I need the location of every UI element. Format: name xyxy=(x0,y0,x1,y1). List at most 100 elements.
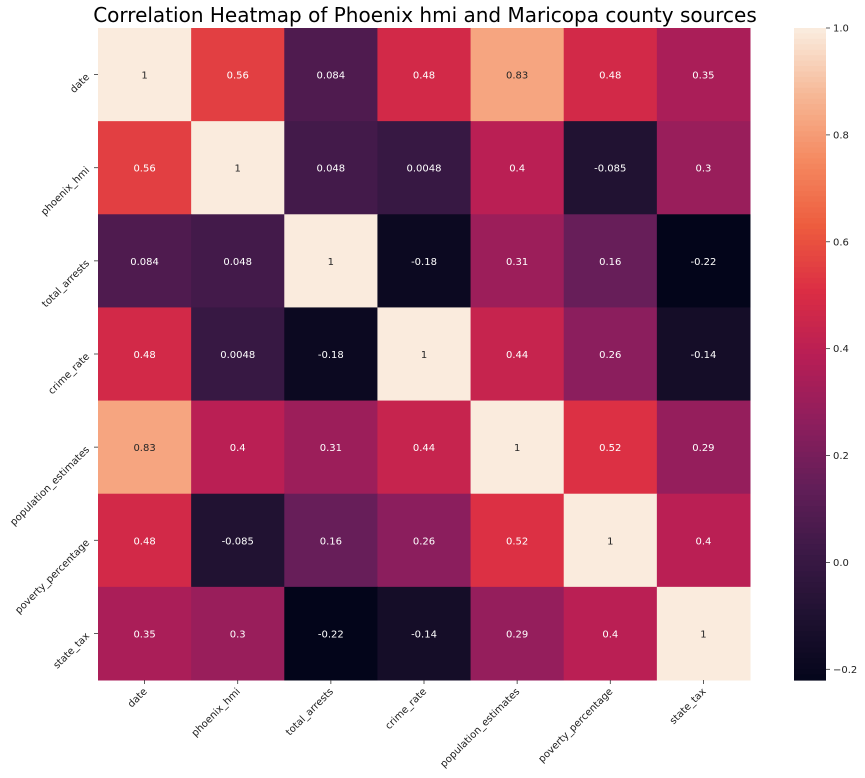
heatmap-cell xyxy=(470,586,565,681)
colorbar-segment xyxy=(794,310,826,317)
heatmap-cell xyxy=(563,121,658,215)
cell-value-label: 0.31 xyxy=(320,443,342,454)
colorbar-segment xyxy=(794,212,826,219)
cell-value-label: 0.26 xyxy=(413,536,435,547)
heatmap-cell xyxy=(98,400,192,495)
colorbar-segment xyxy=(794,147,826,154)
colorbar-segment xyxy=(794,419,826,426)
heatmap-cell xyxy=(656,28,751,122)
x-tick-labels: date phoenix_hmi total_arrests crime_rate po… xyxy=(126,680,709,770)
heatmap-cell xyxy=(191,214,285,308)
colorbar-segment xyxy=(794,315,826,322)
colorbar-segment xyxy=(794,636,826,643)
colorbar-segment xyxy=(794,506,826,513)
heatmap-cell xyxy=(98,307,192,402)
colorbar-segment xyxy=(794,142,826,149)
cell-value-label: 1 xyxy=(328,257,334,268)
heatmap-cell xyxy=(563,586,658,681)
colorbar-segment xyxy=(794,71,826,78)
colorbar-segment xyxy=(794,451,826,458)
colorbar-segment xyxy=(794,359,826,366)
cell-value-label: 0.4 xyxy=(602,629,618,640)
x-tick-label: phoenix_hmi xyxy=(190,686,243,739)
cell-value-label: 0.44 xyxy=(506,350,528,361)
heatmap-cell xyxy=(284,121,378,215)
colorbar-segment xyxy=(794,114,826,121)
cell-value-label: 1 xyxy=(700,629,706,640)
colorbar-segment xyxy=(794,565,826,572)
colorbar-segment xyxy=(794,489,826,496)
colorbar-segment xyxy=(794,560,826,567)
cell-value-label: 0.16 xyxy=(320,536,342,547)
colorbar-segment xyxy=(794,631,826,638)
cell-value-label: 0.56 xyxy=(227,71,249,82)
cell-value-label: 0.29 xyxy=(506,629,528,640)
heatmap-cell xyxy=(563,307,658,402)
colorbar-segment xyxy=(794,272,826,279)
x-tick-label: total_arrests xyxy=(284,686,336,738)
chart-title: Correlation Heatmap of Phoenix hmi and M… xyxy=(93,3,757,27)
heatmap-cell xyxy=(98,121,192,215)
colorbar-segment xyxy=(794,250,826,257)
colorbar-segment xyxy=(794,294,826,301)
colorbar-segment xyxy=(794,424,826,431)
colorbar-segment xyxy=(794,533,826,540)
colorbar-segment xyxy=(794,620,826,627)
colorbar-segment xyxy=(794,196,826,203)
colorbar-segment xyxy=(794,408,826,415)
heatmap-cell xyxy=(377,400,472,495)
x-tick-label: date xyxy=(126,686,150,710)
colorbar-segment xyxy=(794,76,826,83)
heatmap-cell xyxy=(656,400,751,495)
heatmap-cell xyxy=(563,214,658,308)
colorbar-segment xyxy=(794,544,826,551)
cell-value-label: -0.14 xyxy=(690,350,716,361)
colorbar-segment xyxy=(794,375,826,382)
colorbar-segment xyxy=(794,109,826,116)
colorbar-segment xyxy=(794,576,826,583)
heatmap-cell xyxy=(284,400,378,495)
cell-value-label: 0.3 xyxy=(230,629,246,640)
colorbar-segment xyxy=(794,158,826,165)
y-tick-label: population_estimates xyxy=(8,444,92,528)
colorbar-segment xyxy=(794,234,826,241)
colorbar-segment xyxy=(794,614,826,621)
colorbar-segment xyxy=(794,582,826,589)
colorbar-tick-label: 0.8 xyxy=(833,130,849,141)
colorbar-segment xyxy=(794,337,826,344)
cell-value-label: 0.52 xyxy=(506,536,528,547)
colorbar-segment xyxy=(794,430,826,437)
colorbar-segment xyxy=(794,669,826,676)
colorbar-segment xyxy=(794,386,826,393)
cell-value-label: 0.084 xyxy=(317,71,346,82)
colorbar-segment xyxy=(794,185,826,192)
heatmap-cell xyxy=(191,586,285,681)
heatmap-cell xyxy=(377,121,472,215)
colorbar-segment xyxy=(794,180,826,187)
heatmap-cells: 1 0.56 0.084 0.48 0.83 0.48 0.35 0.56 1 0.048 0.00… xyxy=(98,28,751,681)
colorbar-segment xyxy=(794,152,826,159)
colorbar-segment xyxy=(794,163,826,170)
colorbar-segment xyxy=(794,38,826,45)
colorbar-segment xyxy=(794,511,826,518)
cell-value-label: 0.4 xyxy=(230,443,246,454)
colorbar-segment xyxy=(794,136,826,143)
cell-value-label: 0.048 xyxy=(317,164,346,175)
colorbar-segment xyxy=(794,305,826,312)
cell-value-label: 1 xyxy=(421,350,427,361)
colorbar-segment xyxy=(794,261,826,268)
colorbar-segment xyxy=(794,652,826,659)
cell-value-label: -0.18 xyxy=(411,257,437,268)
heatmap-cell xyxy=(98,28,192,122)
heatmap-cell xyxy=(191,307,285,402)
heatmap-cell xyxy=(191,493,285,588)
cell-value-label: 1 xyxy=(514,443,520,454)
colorbar-segment xyxy=(794,473,826,480)
colorbar-segment xyxy=(794,201,826,208)
heatmap-cell xyxy=(98,214,192,308)
colorbar-segment xyxy=(794,321,826,328)
colorbar-segment xyxy=(794,593,826,600)
heatmap-cell xyxy=(377,493,472,588)
heatmap-cell xyxy=(470,121,565,215)
heatmap-cell xyxy=(284,586,378,681)
